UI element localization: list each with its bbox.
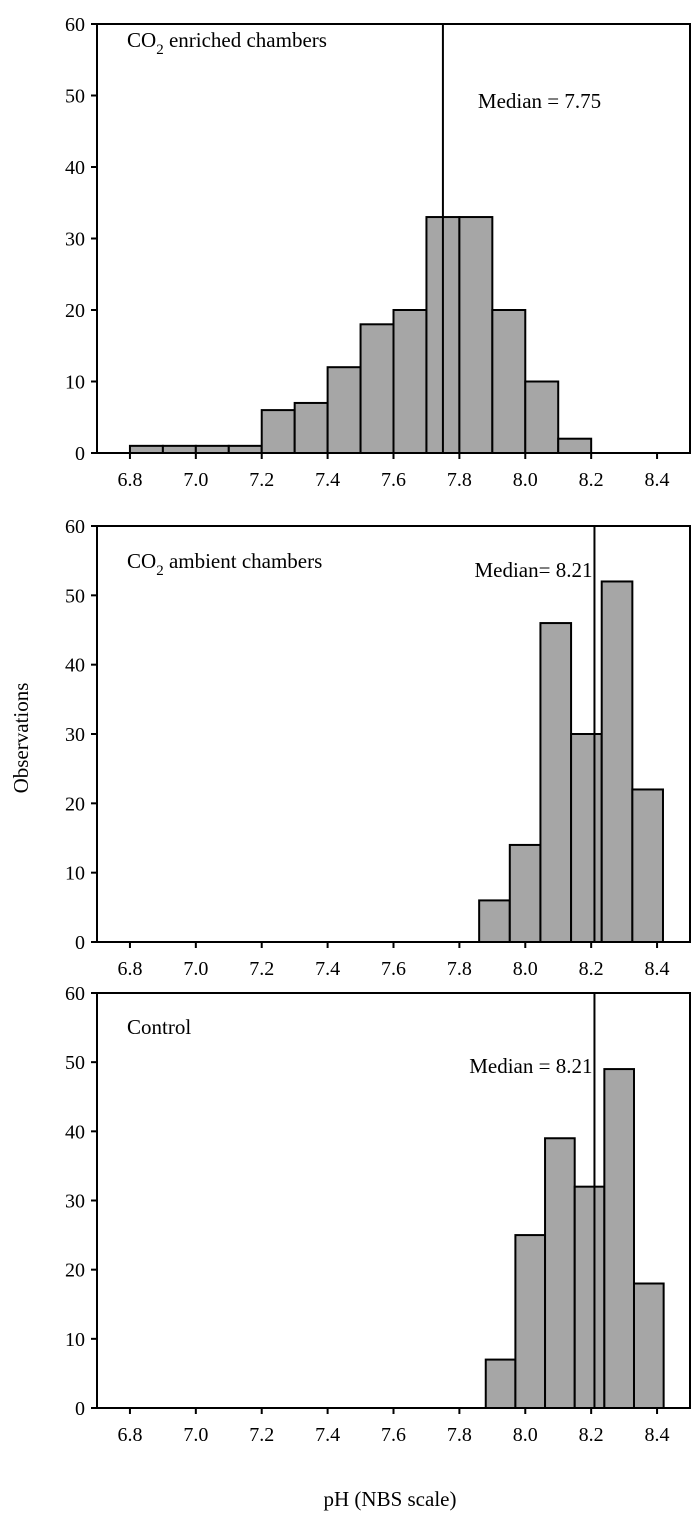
y-tick-label: 60 [65, 983, 85, 1005]
y-tick-label: 40 [65, 655, 85, 677]
y-tick-label: 20 [65, 793, 85, 815]
x-tick-label: 7.6 [381, 958, 406, 980]
x-tick-label: 8.4 [645, 1424, 670, 1446]
histogram-bar [484, 1358, 517, 1410]
histogram-bar [161, 444, 197, 455]
x-tick-label: 7.0 [183, 469, 208, 491]
x-tick-label: 7.2 [249, 469, 274, 491]
y-tick-label: 50 [65, 1052, 85, 1074]
histogram-bar [194, 444, 230, 455]
histogram-bar [260, 409, 296, 455]
y-axis-title: Observations [9, 683, 33, 794]
histogram-bar [570, 733, 603, 943]
y-tick-label: 0 [75, 443, 85, 465]
y-tick-label: 30 [65, 724, 85, 746]
x-tick-label: 7.2 [249, 1424, 274, 1446]
x-tick-label: 8.0 [513, 469, 538, 491]
y-tick-label: 60 [65, 14, 85, 36]
x-axis-title: pH (NBS scale) [324, 1487, 457, 1511]
x-tick-label: 7.8 [447, 469, 472, 491]
x-tick-label: 8.2 [579, 958, 604, 980]
histogram-bar [557, 437, 593, 455]
histogram-bar [227, 444, 263, 455]
x-tick-label: 6.8 [117, 958, 142, 980]
histogram-bar [128, 444, 164, 455]
x-tick-label: 7.8 [447, 958, 472, 980]
histogram-bar [491, 309, 527, 454]
histogram-bar [359, 323, 395, 454]
x-tick-label: 8.4 [645, 958, 670, 980]
x-tick-label: 7.4 [315, 1424, 340, 1446]
y-tick-label: 20 [65, 300, 85, 322]
y-tick-label: 10 [65, 863, 85, 885]
x-tick-label: 7.8 [447, 1424, 472, 1446]
x-tick-label: 8.2 [579, 469, 604, 491]
x-tick-label: 7.2 [249, 958, 274, 980]
x-tick-label: 8.0 [513, 958, 538, 980]
histogram-bar [478, 899, 511, 944]
x-tick-label: 8.0 [513, 1424, 538, 1446]
y-tick-label: 50 [65, 86, 85, 108]
median-annotation: Median= 8.21 [474, 558, 592, 582]
x-tick-label: 8.4 [645, 469, 670, 491]
y-tick-label: 10 [65, 1329, 85, 1351]
x-tick-label: 7.6 [381, 469, 406, 491]
x-tick-label: 7.4 [315, 958, 340, 980]
histogram-bar [326, 366, 362, 455]
y-tick-label: 10 [65, 372, 85, 394]
x-tick-label: 6.8 [117, 469, 142, 491]
x-tick-label: 7.4 [315, 469, 340, 491]
histogram-bar [539, 622, 573, 943]
histogram-bar [293, 401, 329, 455]
histogram-panel-3: 0 10 20 30 40 50 60 6.8 7.0 7.2 7.4 7.6 7.8 8.0 8.2 8.4… [65, 983, 691, 1446]
histogram-bar [508, 843, 542, 944]
histogram-bar [524, 380, 560, 454]
histogram-bar [573, 1185, 606, 1409]
x-tick-label: 6.8 [117, 1424, 142, 1446]
y-tick-label: 20 [65, 1260, 85, 1282]
y-tick-label: 0 [75, 932, 85, 954]
histogram-panel-1: 0 10 20 30 40 50 60 6.8 7.0 7.2 7.4 7.6 7.8 8.0 8.2 8.4… [65, 14, 691, 491]
x-tick-label: 7.0 [183, 1424, 208, 1446]
histogram-bar [631, 788, 664, 944]
x-tick-label: 7.6 [381, 1424, 406, 1446]
y-tick-label: 30 [65, 229, 85, 251]
x-tick-label: 8.2 [579, 1424, 604, 1446]
y-tick-label: 40 [65, 1121, 85, 1143]
y-tick-label: 60 [65, 516, 85, 538]
y-tick-label: 30 [65, 1191, 85, 1213]
histogram-bar [632, 1282, 665, 1409]
median-annotation: Median = 7.75 [478, 89, 601, 113]
histogram-panel-2: 0 10 20 30 40 50 60 6.8 7.0 7.2 7.4 7.6 7.8 8.0 8.2 8.4… [65, 516, 691, 980]
panel-label: Control [127, 1015, 191, 1039]
median-annotation: Median = 8.21 [469, 1054, 592, 1078]
histogram-bar [600, 580, 634, 943]
y-tick-label: 0 [75, 1398, 85, 1420]
histogram-bar [392, 309, 428, 454]
panel-label: CO2 ambient chambers [127, 549, 322, 579]
x-tick-label: 7.0 [183, 958, 208, 980]
y-tick-label: 40 [65, 157, 85, 179]
y-tick-label: 50 [65, 585, 85, 607]
panel-label: CO2 enriched chambers [127, 28, 327, 58]
histogram-bar [458, 216, 494, 454]
histogram-bar [603, 1068, 635, 1410]
histogram-bar [514, 1234, 547, 1410]
histogram-bar [544, 1137, 576, 1409]
